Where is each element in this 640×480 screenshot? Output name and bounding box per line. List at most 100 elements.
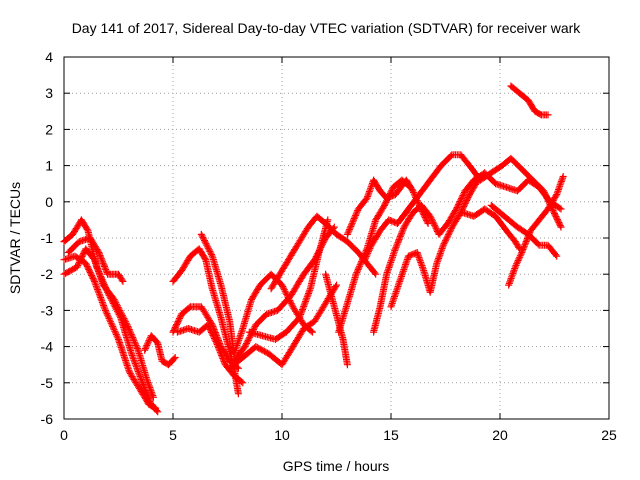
data-point bbox=[117, 308, 125, 316]
data-point bbox=[207, 327, 215, 335]
data-point bbox=[107, 318, 114, 326]
data-point bbox=[83, 261, 90, 269]
data-point bbox=[513, 258, 521, 266]
series-trace-3 bbox=[60, 245, 157, 401]
data-point bbox=[113, 300, 121, 308]
data-point bbox=[399, 226, 407, 234]
data-point bbox=[380, 203, 388, 211]
data-point bbox=[122, 318, 130, 326]
data-point bbox=[130, 337, 138, 345]
data-point bbox=[92, 259, 100, 267]
data-point bbox=[102, 266, 110, 273]
data-point bbox=[201, 237, 208, 245]
data-point bbox=[551, 210, 558, 218]
data-point bbox=[199, 234, 207, 241]
data-point bbox=[112, 299, 120, 307]
data-point bbox=[428, 215, 436, 223]
data-point bbox=[141, 345, 149, 353]
data-point bbox=[114, 334, 122, 342]
data-point bbox=[109, 324, 117, 332]
data-point bbox=[127, 329, 135, 337]
data-point bbox=[464, 194, 472, 202]
data-point bbox=[513, 260, 521, 268]
data-point bbox=[204, 243, 212, 251]
data-point bbox=[518, 249, 526, 256]
data-point bbox=[357, 259, 365, 267]
data-point bbox=[463, 195, 471, 203]
data-point bbox=[243, 338, 251, 346]
data-point bbox=[201, 238, 209, 246]
data-point bbox=[244, 336, 252, 344]
data-point bbox=[150, 403, 158, 411]
data-point bbox=[77, 255, 85, 263]
data-point bbox=[280, 284, 288, 292]
data-point bbox=[431, 223, 439, 231]
data-point bbox=[460, 203, 468, 211]
data-point bbox=[204, 244, 212, 252]
data-point bbox=[372, 270, 380, 278]
data-point bbox=[544, 111, 552, 119]
data-point bbox=[352, 270, 360, 278]
data-point bbox=[204, 321, 212, 329]
data-point bbox=[279, 283, 287, 291]
data-point bbox=[463, 197, 471, 205]
y-axis-label: SDTVAR / TECUs bbox=[7, 182, 23, 294]
series-trace-19 bbox=[387, 176, 482, 311]
data-point bbox=[206, 325, 214, 333]
data-point bbox=[432, 224, 440, 232]
data-point bbox=[294, 315, 302, 323]
data-point bbox=[409, 187, 417, 195]
data-point bbox=[111, 297, 119, 305]
data-point bbox=[131, 338, 139, 346]
data-point bbox=[520, 242, 528, 250]
data-point bbox=[430, 220, 438, 228]
data-point bbox=[111, 327, 119, 335]
data-point bbox=[75, 260, 82, 268]
data-point bbox=[243, 340, 250, 347]
data-point bbox=[515, 255, 523, 263]
data-point bbox=[512, 261, 520, 269]
data-point bbox=[255, 344, 263, 352]
data-point bbox=[113, 332, 121, 340]
y-tick-label: -3 bbox=[41, 302, 54, 318]
series-trace-18 bbox=[370, 169, 565, 336]
data-point bbox=[345, 226, 353, 234]
data-point bbox=[553, 216, 561, 224]
data-point bbox=[396, 232, 404, 240]
x-tick-label: 20 bbox=[492, 427, 508, 443]
data-point bbox=[110, 326, 118, 334]
data-point bbox=[202, 240, 210, 248]
data-point bbox=[555, 219, 563, 227]
data-point bbox=[95, 269, 103, 277]
data-point bbox=[92, 281, 100, 289]
data-point bbox=[288, 301, 296, 309]
data-point bbox=[121, 316, 129, 324]
data-point bbox=[197, 230, 205, 238]
series-trace-23 bbox=[507, 82, 552, 119]
data-point bbox=[552, 251, 560, 259]
data-point bbox=[122, 319, 130, 327]
data-point bbox=[447, 226, 455, 234]
data-point bbox=[173, 319, 181, 327]
data-point bbox=[238, 378, 245, 386]
data-point bbox=[239, 379, 247, 387]
data-point bbox=[149, 393, 157, 401]
data-point bbox=[280, 286, 288, 294]
data-point bbox=[78, 252, 86, 260]
data-point bbox=[109, 323, 117, 330]
data-point bbox=[126, 327, 134, 335]
data-point bbox=[116, 307, 124, 315]
y-tick-label: 2 bbox=[45, 121, 53, 137]
data-point bbox=[517, 250, 525, 258]
data-point bbox=[86, 268, 94, 276]
data-point bbox=[176, 313, 184, 321]
data-point bbox=[205, 322, 213, 330]
x-tick-label: 10 bbox=[274, 427, 290, 443]
data-point bbox=[76, 257, 84, 265]
data-point bbox=[128, 332, 136, 340]
data-point bbox=[120, 315, 128, 322]
y-tick-label: -6 bbox=[41, 411, 54, 427]
data-point bbox=[208, 328, 215, 336]
data-point bbox=[510, 266, 518, 274]
data-point bbox=[354, 267, 361, 275]
